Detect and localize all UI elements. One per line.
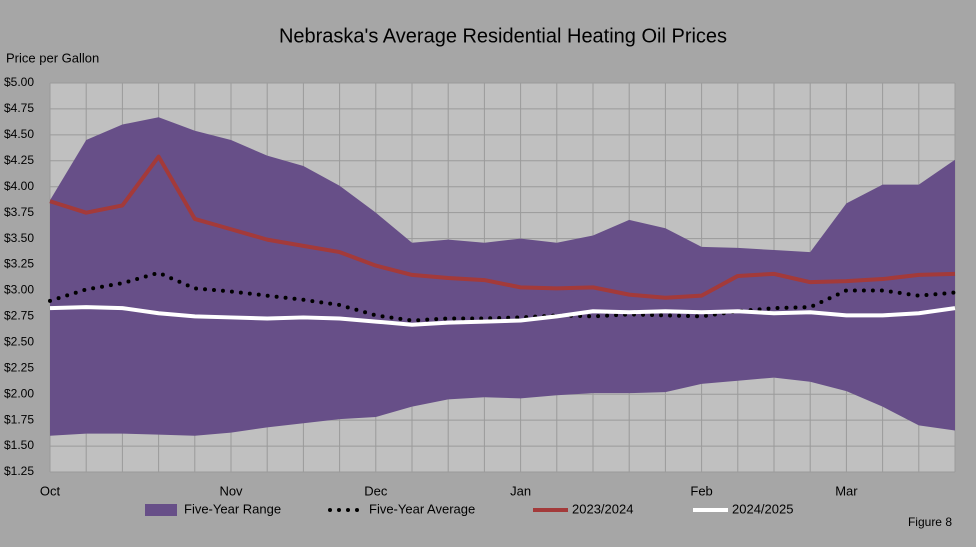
series-line: [49, 154, 956, 300]
y-tick-label: $1.25: [4, 464, 34, 478]
y-tick-label: $3.00: [4, 283, 34, 297]
range-area: [50, 117, 955, 436]
y-tick-label: $2.25: [4, 360, 34, 374]
x-tick-label: Dec: [364, 483, 388, 498]
y-tick-label: $3.75: [4, 205, 34, 219]
y-tick-label: $5.00: [4, 75, 34, 89]
x-tick-label: Feb: [690, 483, 712, 498]
y-tick-label: $4.50: [4, 127, 34, 141]
y-tick-label: $3.50: [4, 231, 34, 245]
series-line: [48, 270, 957, 323]
x-tick-label: Oct: [40, 483, 61, 498]
y-tick-label: $4.75: [4, 101, 34, 115]
y-axis-label: Price per Gallon: [6, 50, 99, 65]
y-tick-label: $2.50: [4, 335, 34, 349]
y-tick-label: $1.50: [4, 438, 34, 452]
y-tick-label: $2.75: [4, 309, 34, 323]
x-tick-label: Mar: [835, 483, 858, 498]
y-tick-label: $4.25: [4, 153, 34, 167]
x-tick-label: Jan: [510, 483, 531, 498]
series-line: [49, 305, 956, 327]
legend-label: 2023/2024: [572, 501, 633, 516]
x-tick-label: Nov: [219, 483, 243, 498]
legend-label: Five-Year Range: [184, 501, 281, 516]
legend-label: 2024/2025: [732, 501, 793, 516]
legend-swatch: [145, 504, 177, 516]
y-tick-label: $3.25: [4, 257, 34, 271]
y-tick-label: $4.00: [4, 179, 34, 193]
chart-title: Nebraska's Average Residential Heating O…: [279, 25, 727, 47]
legend-label: Five-Year Average: [369, 501, 475, 516]
figure-note: Figure 8: [908, 515, 952, 529]
y-tick-label: $1.75: [4, 412, 34, 426]
y-tick-label: $2.00: [4, 386, 34, 400]
